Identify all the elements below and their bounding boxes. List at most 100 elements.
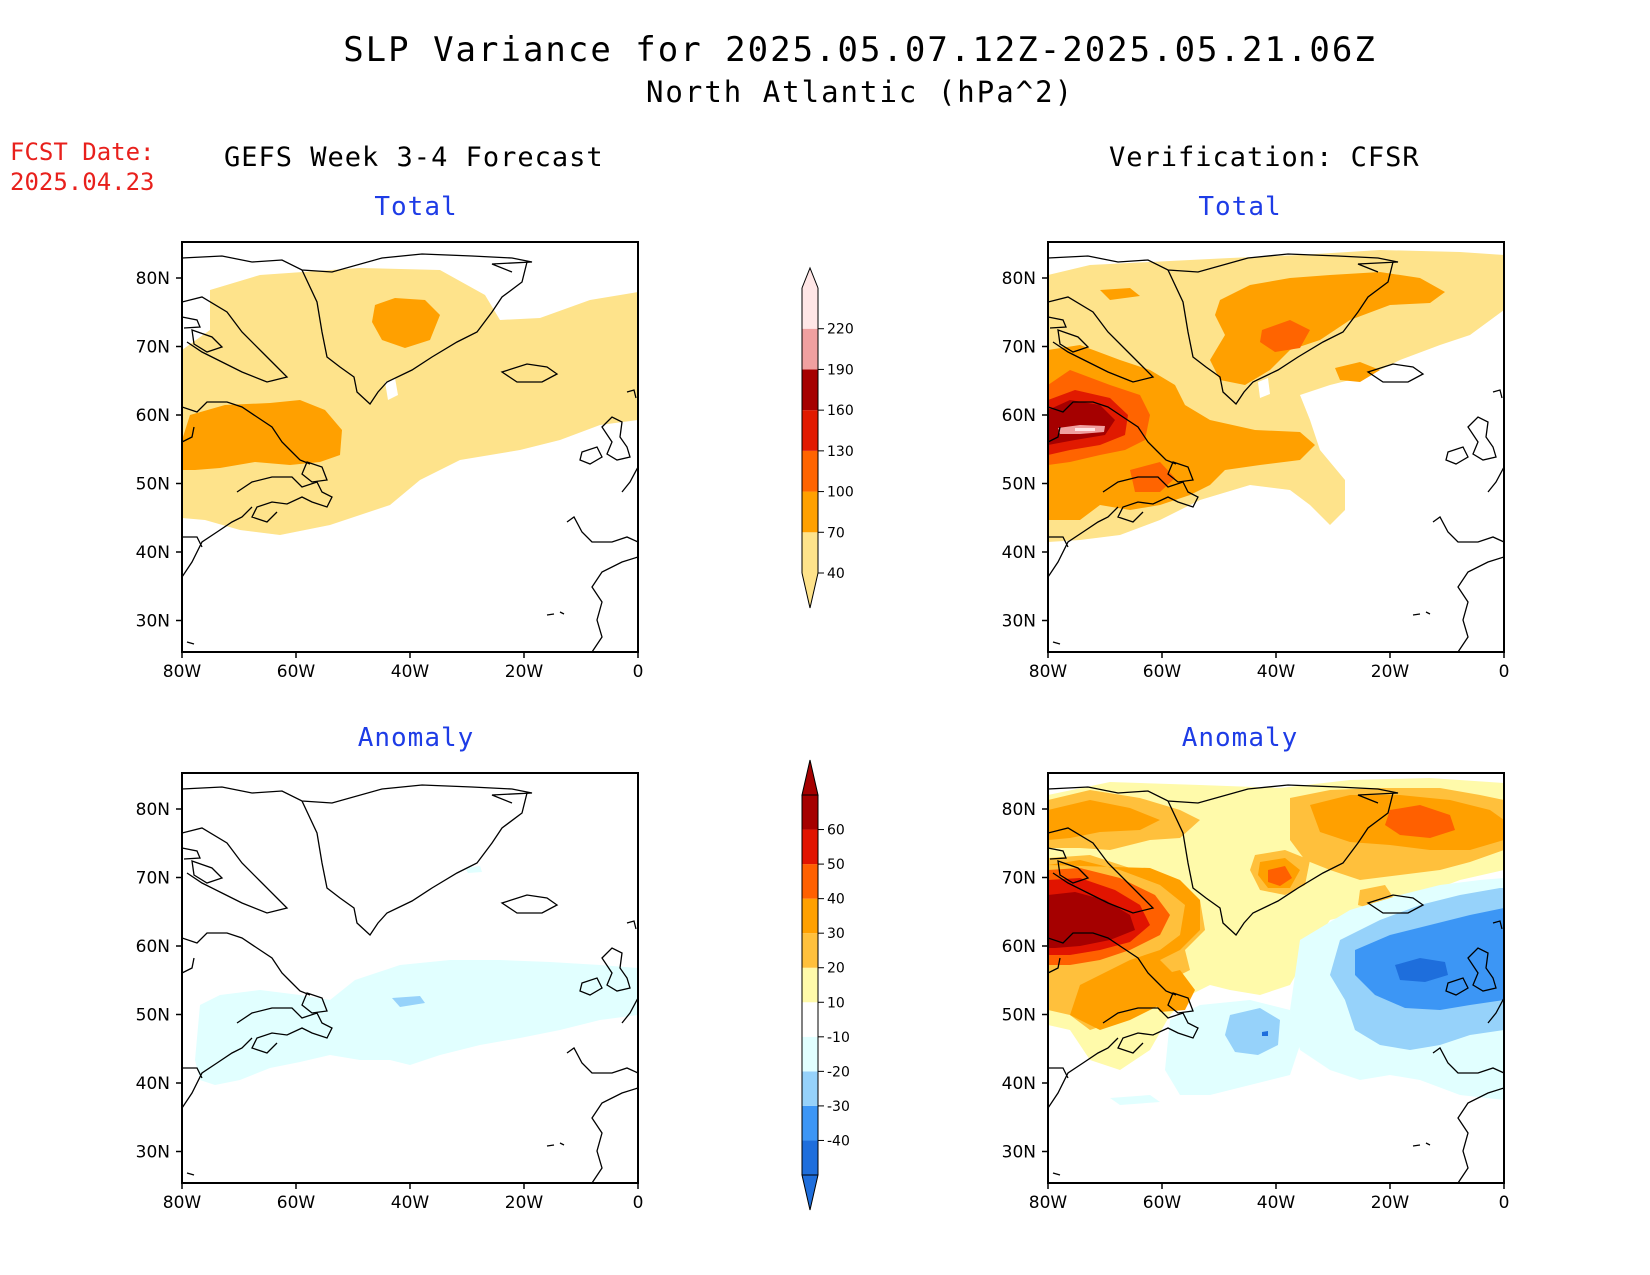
left-total-label: Total — [374, 192, 458, 222]
coastline — [1457, 556, 1504, 652]
lon-tick-label: 80W — [163, 1193, 202, 1213]
coastline — [182, 932, 311, 996]
contour-neg40 — [1395, 958, 1448, 982]
coastline — [182, 536, 203, 548]
contour-neg20-neg30-b — [1225, 1008, 1280, 1055]
colorbar-label: 100 — [827, 485, 854, 501]
colorbar-segment — [802, 1002, 818, 1037]
colorbar-label: -30 — [827, 1099, 850, 1115]
coastline — [1432, 516, 1504, 543]
lon-tick-label: 60W — [277, 1193, 316, 1213]
coastline — [1048, 847, 1067, 860]
colorbar-segment — [802, 288, 818, 329]
lat-tick-label: 30N — [1002, 1143, 1036, 1163]
colorbar-segment — [802, 898, 818, 934]
coastline — [559, 1142, 565, 1146]
greenland-hole — [385, 378, 398, 400]
coastline — [191, 329, 224, 353]
lat-tick-label: 70N — [136, 338, 170, 358]
panel-cfsr-anomaly — [1048, 778, 1504, 1105]
lon-tick-label: 0 — [633, 1193, 644, 1213]
lon-tick-label: 20W — [505, 1193, 544, 1213]
contour-neg10-neg20-b — [465, 866, 482, 873]
colorbar-segment — [802, 829, 818, 865]
coastline — [1102, 476, 1199, 523]
coastline — [1412, 1144, 1421, 1147]
coastline — [1467, 947, 1497, 992]
colorbar-segment — [802, 1105, 818, 1141]
coastline — [1432, 1047, 1504, 1074]
lat-tick-label: 80N — [1002, 800, 1036, 820]
coastline — [566, 1047, 638, 1074]
lat-tick-label: 80N — [136, 800, 170, 820]
colorbar-label: 70 — [827, 525, 845, 541]
coastline — [191, 860, 224, 884]
colorbar-segment — [802, 369, 818, 411]
lat-tick-label: 60N — [1002, 406, 1036, 426]
lat-tick-label: 70N — [1002, 338, 1036, 358]
lat-tick-label: 60N — [1002, 937, 1036, 957]
coastline — [1057, 329, 1090, 353]
coastline — [500, 894, 559, 914]
coastline — [591, 556, 638, 652]
coastline — [1048, 401, 1177, 465]
lat-tick-label: 30N — [136, 612, 170, 632]
coastline — [1057, 860, 1090, 884]
contour-70-100-b — [182, 400, 342, 470]
coastline — [601, 416, 631, 461]
colorbar-label: 40 — [827, 892, 845, 908]
lon-tick-label: 60W — [1143, 662, 1182, 682]
coastline — [626, 389, 637, 399]
coastline — [1467, 416, 1497, 461]
coastline — [1052, 641, 1061, 645]
lat-tick-label: 40N — [136, 543, 170, 563]
coastline — [559, 611, 565, 615]
coastline — [1445, 977, 1469, 996]
coastline-bl — [182, 784, 638, 1183]
coastline — [182, 1067, 203, 1079]
contour-60-plus — [1048, 892, 1135, 948]
lat-tick-label: 80N — [136, 269, 170, 289]
coastline-tl — [182, 253, 638, 652]
contour-40-50-b — [1268, 866, 1292, 886]
coastline — [546, 1144, 555, 1147]
colorbar-segment — [802, 933, 818, 968]
contour-neg20-neg30 — [392, 996, 425, 1007]
lon-tick-label: 40W — [391, 662, 430, 682]
coastline — [1412, 613, 1421, 616]
coastline — [1167, 261, 1394, 405]
coastline — [1487, 466, 1504, 493]
coastline — [182, 253, 533, 273]
fcst-date-value: 2025.04.23 — [10, 168, 155, 196]
contour-neg10-neg20 — [195, 960, 638, 1085]
coastline — [1048, 253, 1399, 273]
coastline — [1445, 446, 1469, 465]
coastline — [1492, 389, 1503, 399]
coastline — [1167, 992, 1194, 1014]
coastline — [621, 997, 638, 1024]
coastline — [1048, 827, 1155, 914]
coastline — [182, 401, 311, 465]
colorbar-label: 130 — [827, 444, 854, 460]
lon-tick-label: 80W — [1029, 1193, 1068, 1213]
lat-tick-label: 70N — [1002, 869, 1036, 889]
contour-neg40-b — [1262, 1031, 1268, 1036]
fcst-date-label: FCST Date: — [10, 138, 155, 166]
coastline — [1425, 611, 1431, 615]
lon-tick-label: 40W — [1257, 662, 1296, 682]
coastline — [1048, 296, 1155, 383]
contour-neg10-neg20-c — [1110, 1095, 1160, 1105]
contour-70-100-d — [1335, 362, 1380, 382]
coastline — [1048, 957, 1061, 974]
coastline — [186, 641, 195, 645]
coastline-wrap-br — [1048, 784, 1504, 1183]
panel-gefs-total — [182, 268, 638, 535]
coastline — [301, 261, 528, 405]
coastline — [236, 476, 333, 523]
coastline — [182, 847, 201, 860]
lon-tick-label: 80W — [163, 662, 202, 682]
lat-tick-label: 30N — [136, 1143, 170, 1163]
colorbar-segment — [802, 795, 818, 830]
lat-tick-label: 40N — [1002, 543, 1036, 563]
contour-40-70 — [182, 268, 638, 535]
